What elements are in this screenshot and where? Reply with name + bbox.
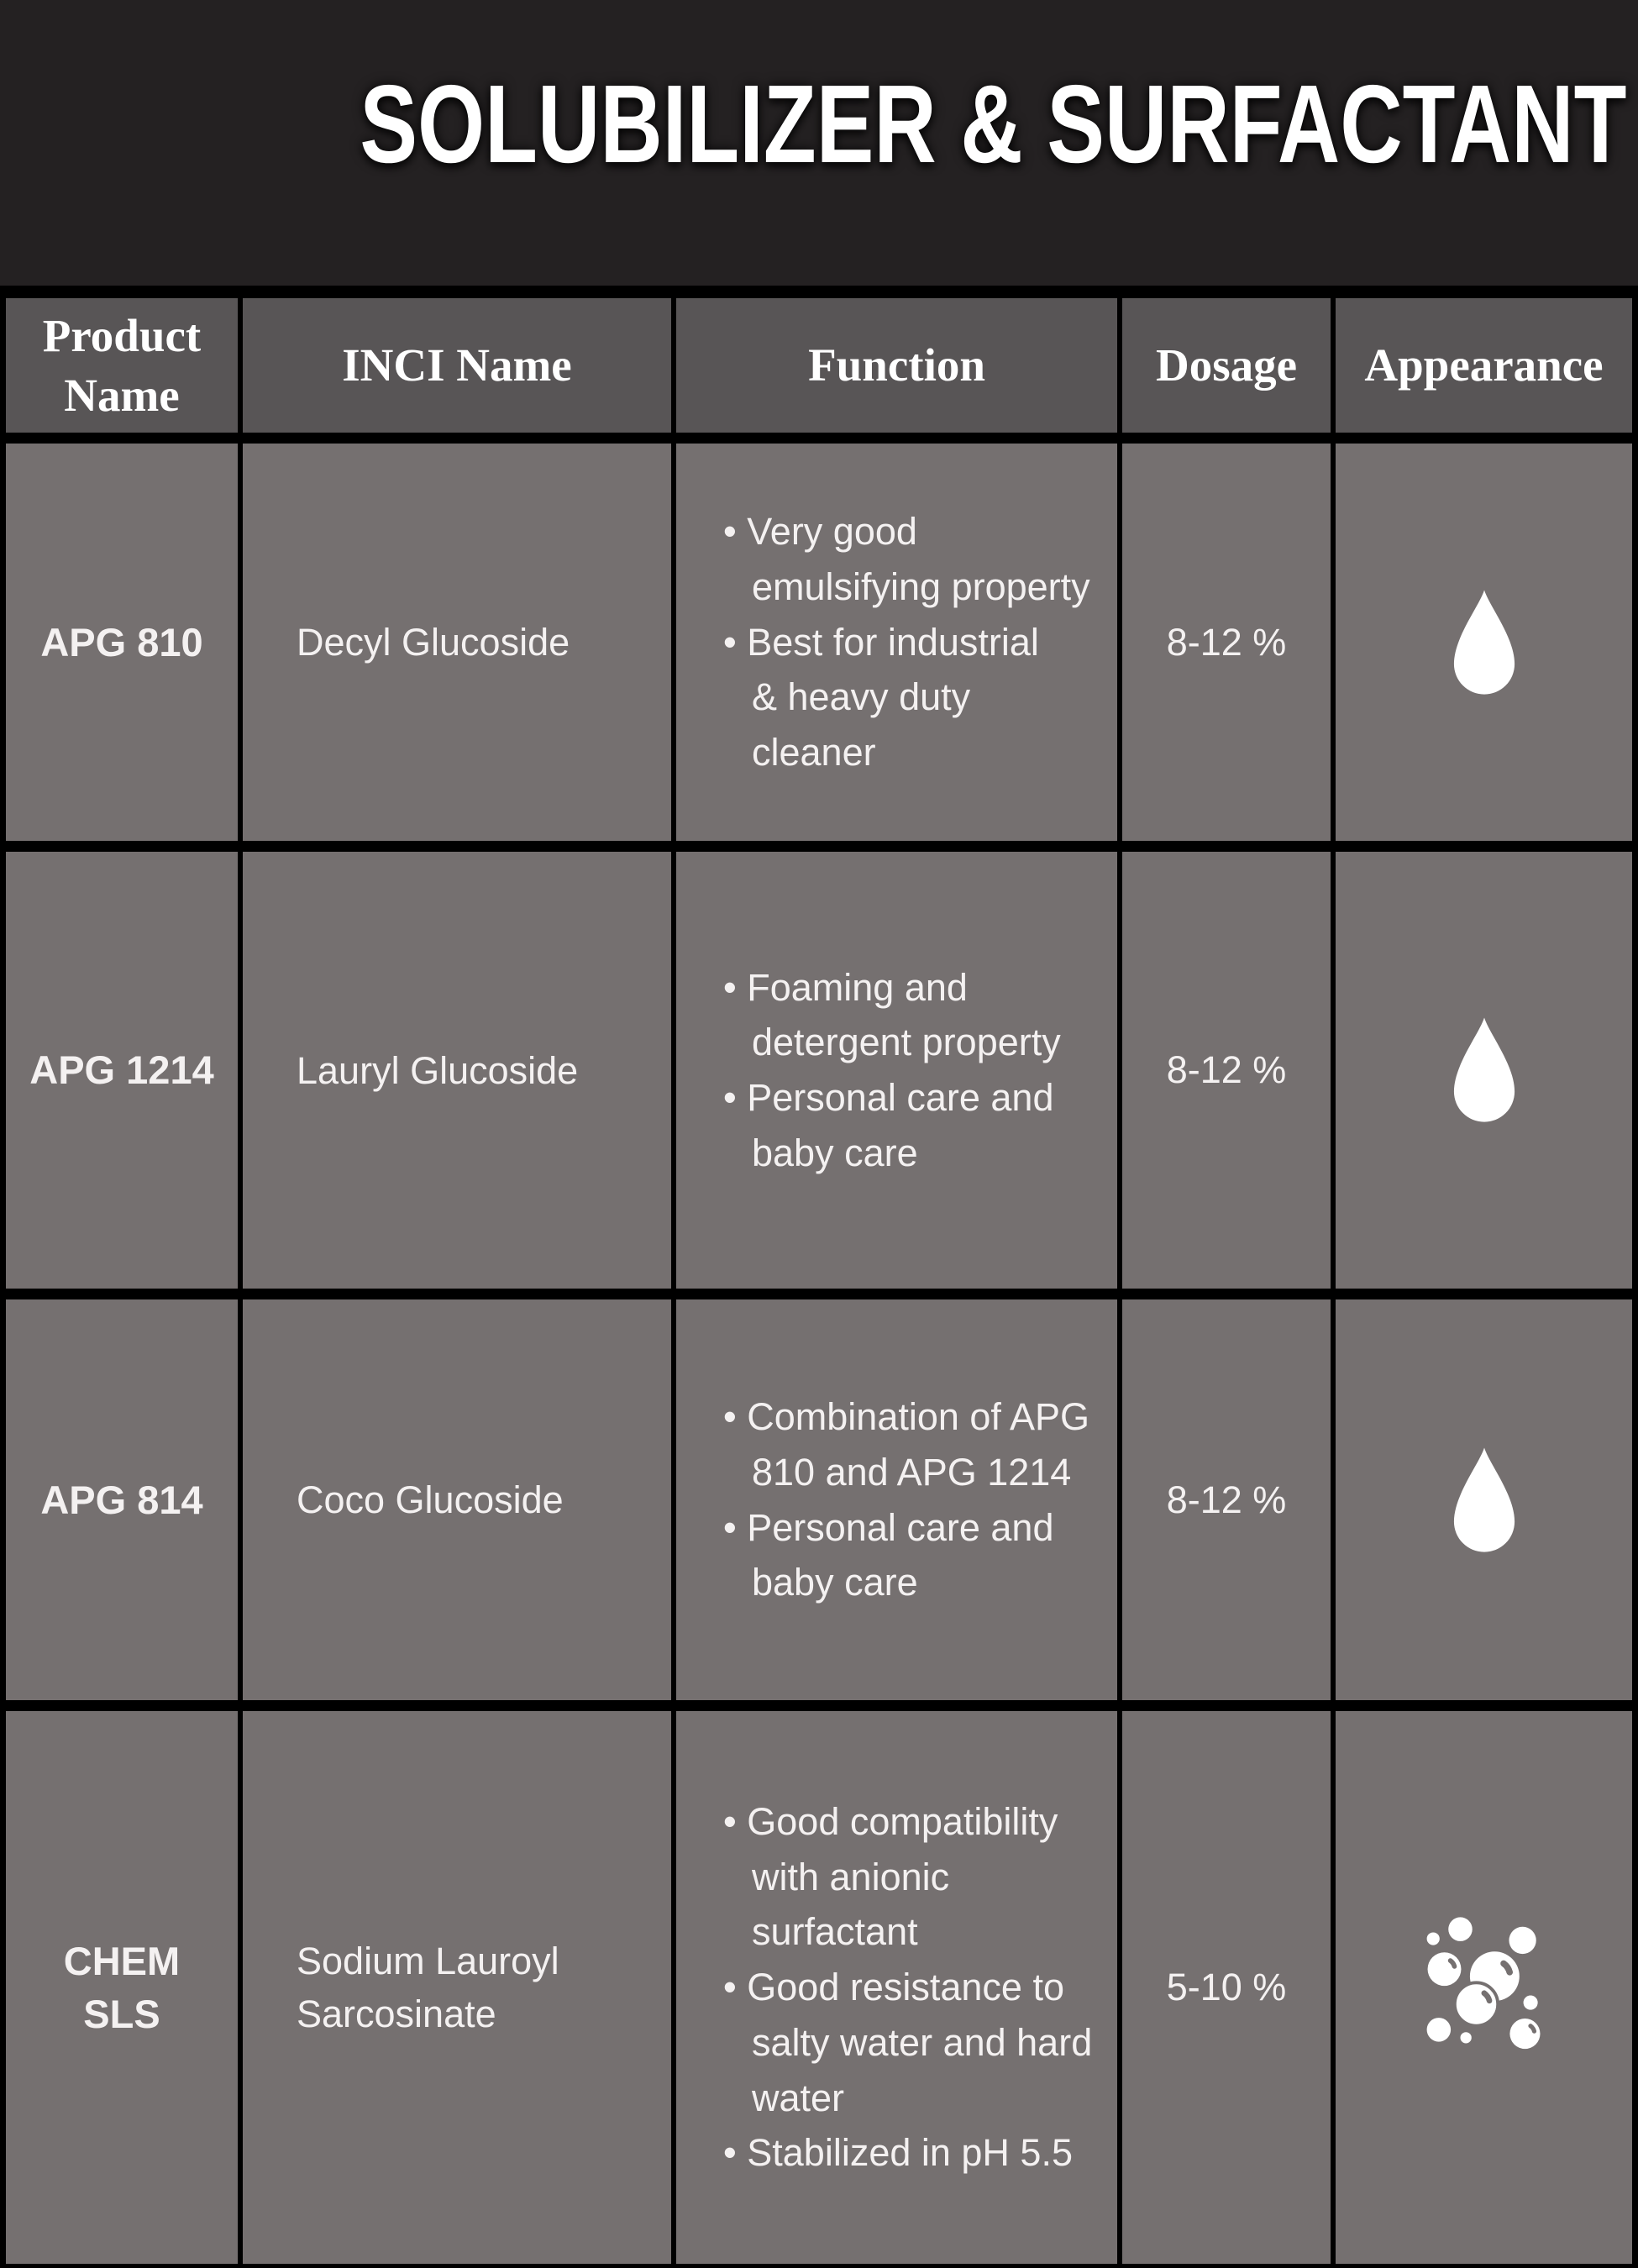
dosage-cell: 8-12 % <box>1122 852 1331 1289</box>
function-bullet: • Stabilized in pH 5.5 <box>723 2131 1073 2175</box>
water-drop-icon <box>1453 590 1515 695</box>
function-cell: • Very good emulsifying property • Best … <box>676 444 1117 841</box>
inci-name-cell: Coco Glucoside <box>243 1299 671 1700</box>
product-name-cell: APG 1214 <box>6 852 238 1289</box>
appearance-cell <box>1336 852 1632 1289</box>
function-list: • Good compatibility with anionic surfac… <box>723 1794 1092 2181</box>
function-bullet: • Personal care and baby care <box>723 1505 1054 1604</box>
column-header-appearance: Appearance <box>1336 298 1632 433</box>
dosage-cell: 8-12 % <box>1122 444 1331 841</box>
function-cell: • Good compatibility with anionic surfac… <box>676 1711 1117 2264</box>
column-header-function: Function <box>676 298 1117 433</box>
inci-name-cell: Lauryl Glucoside <box>243 852 671 1289</box>
function-list: • Foaming and detergent property • Perso… <box>723 960 1061 1181</box>
function-bullet: • Very good emulsifying property <box>723 510 1090 608</box>
product-name-cell: CHEM SLS <box>6 1711 238 2264</box>
bubbles-icon <box>1426 1917 1540 2050</box>
column-header-inci-name: INCI Name <box>243 298 671 433</box>
title-band: SOLUBILIZER & SURFACTANT <box>0 0 1638 286</box>
appearance-cell <box>1336 1299 1632 1700</box>
function-bullet: • Personal care and baby care <box>723 1076 1054 1174</box>
function-bullet: • Good compatibility with anionic surfac… <box>723 1800 1058 1954</box>
function-cell: • Combination of APG 810 and APG 1214 • … <box>676 1299 1117 1700</box>
product-name-cell: APG 810 <box>6 444 238 841</box>
function-bullet: • Best for industrial & heavy duty clean… <box>723 620 1039 774</box>
water-drop-icon <box>1453 1017 1515 1122</box>
inci-name-cell: Sodium Lauroyl Sarcosinate <box>243 1711 671 2264</box>
dosage-cell: 8-12 % <box>1122 1299 1331 1700</box>
appearance-cell <box>1336 444 1632 841</box>
page-title: SOLUBILIZER & SURFACTANT <box>359 62 1626 186</box>
function-cell: • Foaming and detergent property • Perso… <box>676 852 1117 1289</box>
column-header-dosage: Dosage <box>1122 298 1331 433</box>
function-bullet: • Good resistance to salty water and har… <box>723 1966 1093 2119</box>
function-bullet: • Foaming and detergent property <box>723 965 1061 1064</box>
column-header-product-name: Product Name <box>6 298 238 433</box>
product-name-cell: APG 814 <box>6 1299 238 1700</box>
appearance-cell <box>1336 1711 1632 2264</box>
function-list: • Combination of APG 810 and APG 1214 • … <box>723 1389 1089 1610</box>
inci-name-cell: Decyl Glucoside <box>243 444 671 841</box>
function-list: • Very good emulsifying property • Best … <box>723 504 1104 780</box>
dosage-cell: 5-10 % <box>1122 1711 1331 2264</box>
function-bullet: • Combination of APG 810 and APG 1214 <box>723 1395 1089 1494</box>
water-drop-icon <box>1453 1447 1515 1552</box>
product-table: Product Name INCI Name Function Dosage A… <box>0 286 1638 2268</box>
